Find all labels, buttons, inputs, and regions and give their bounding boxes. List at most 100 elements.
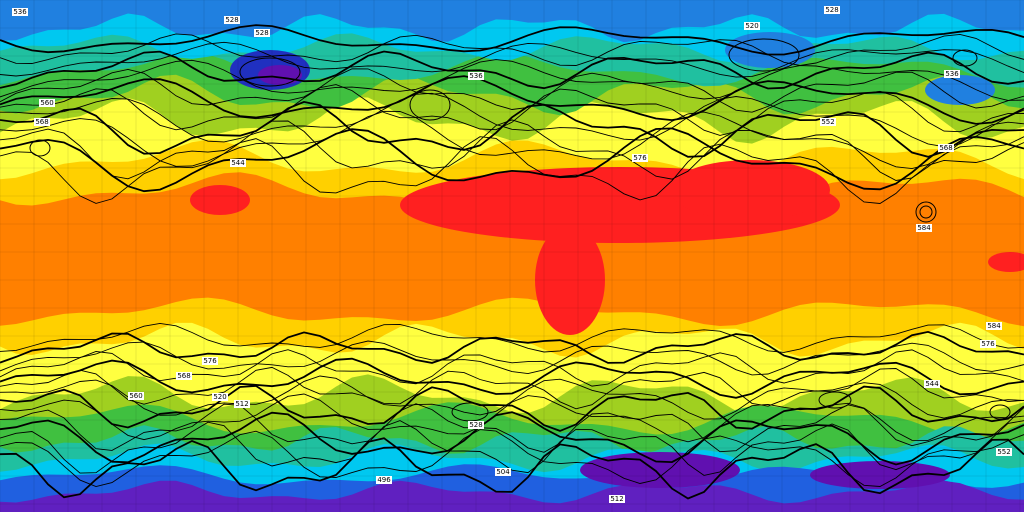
contour-ring: [818, 391, 852, 409]
contour-line: [0, 100, 1024, 158]
label-box: [39, 99, 55, 107]
contour-labels: 536 528 528 520 528 536 536 560 568 544 576 552 568 5…: [12, 6, 1012, 503]
contour-line: [0, 127, 1024, 193]
label-box: [230, 159, 246, 167]
label-box: [34, 118, 50, 126]
contour-label: 560: [40, 99, 53, 107]
contour-line: [0, 437, 1024, 500]
contour-label: 552: [821, 118, 834, 126]
contour-label: 504: [496, 468, 510, 476]
label-box: [824, 6, 840, 14]
label-box: [202, 357, 218, 365]
contour-ring: [409, 89, 451, 121]
field-blob: [925, 75, 995, 105]
contour-label: 568: [35, 118, 48, 126]
contour-line: [0, 75, 1024, 125]
contours: [0, 24, 1024, 500]
contour-label: 528: [469, 421, 482, 429]
contour-line: [0, 136, 1024, 204]
label-box: [468, 72, 484, 80]
field-blob: [190, 185, 250, 215]
label-box: [944, 70, 960, 78]
contour-label: 552: [997, 448, 1010, 456]
contour-line: [0, 68, 1024, 113]
contour-label: 568: [939, 144, 952, 152]
contour-line: [0, 84, 1024, 136]
contour-line: [0, 340, 1024, 376]
label-box: [632, 154, 648, 162]
contour-label: 512: [235, 400, 248, 408]
contour-label: 576: [203, 357, 217, 365]
contour-label: 568: [177, 372, 190, 380]
field-blob: [535, 225, 605, 335]
contour-label: 520: [213, 393, 226, 401]
contour-line: [0, 375, 1024, 420]
label-box: [468, 421, 484, 429]
contour-label: 544: [231, 159, 245, 167]
label-box: [376, 476, 392, 484]
field-blob: [988, 252, 1024, 272]
field-blob: [670, 160, 830, 220]
contour-ring: [952, 49, 978, 67]
label-box: [212, 393, 228, 401]
label-box: [176, 372, 192, 380]
contour-line: [0, 59, 1024, 101]
label-box: [495, 468, 511, 476]
contour-label: 536: [945, 70, 959, 78]
contour-label: 520: [745, 22, 758, 30]
contour-ring: [728, 38, 800, 72]
contour-label: 496: [377, 476, 391, 484]
contour-line: [0, 322, 1024, 353]
label-box: [744, 22, 760, 30]
contour-ring: [29, 139, 51, 157]
contour-ring: [989, 404, 1011, 420]
label-box: [128, 392, 144, 400]
contour-line: [0, 384, 1024, 432]
contour-label: 536: [13, 8, 27, 16]
label-box: [916, 224, 932, 232]
contour-line: [0, 393, 1024, 443]
label-box: [924, 380, 940, 388]
contour-label: 576: [633, 154, 647, 162]
label-box: [986, 322, 1002, 330]
contour-line: [0, 50, 1024, 90]
label-box: [996, 448, 1012, 456]
contour-label: 512: [610, 495, 623, 503]
contour-line: [0, 411, 1024, 466]
field-blob: [810, 461, 950, 489]
contour-line: [0, 33, 1024, 66]
label-box: [938, 144, 954, 152]
field-blob: [725, 32, 815, 68]
label-box: [820, 118, 836, 126]
contour-label: 584: [917, 224, 931, 232]
contour-label: 528: [255, 29, 268, 37]
label-box: [12, 8, 28, 16]
contour-label: 584: [987, 322, 1001, 330]
contour-label: 536: [469, 72, 483, 80]
contour-label: 528: [825, 6, 838, 14]
south-band: [0, 480, 1024, 512]
contour-ring: [919, 205, 933, 219]
contour-ring: [239, 57, 301, 87]
label-box: [254, 29, 270, 37]
contour-label: 560: [129, 392, 142, 400]
field-blob: [580, 452, 740, 488]
contour-label: 528: [225, 16, 238, 24]
contour-line: [0, 357, 1024, 399]
contour-line: [0, 92, 1024, 148]
contour-line: [0, 403, 1024, 453]
contour-line: [0, 420, 1024, 476]
field-blob: [258, 65, 302, 85]
contour-label: 576: [981, 340, 995, 348]
contour-line: [0, 349, 1024, 387]
label-box: [609, 495, 625, 503]
label-box: [980, 340, 996, 348]
contour-line: [0, 119, 1024, 181]
contour-ring: [915, 201, 937, 223]
contour-line: [0, 330, 1024, 364]
label-box: [234, 400, 250, 408]
contour-line: [0, 24, 1024, 56]
contour-label: 544: [925, 380, 939, 388]
